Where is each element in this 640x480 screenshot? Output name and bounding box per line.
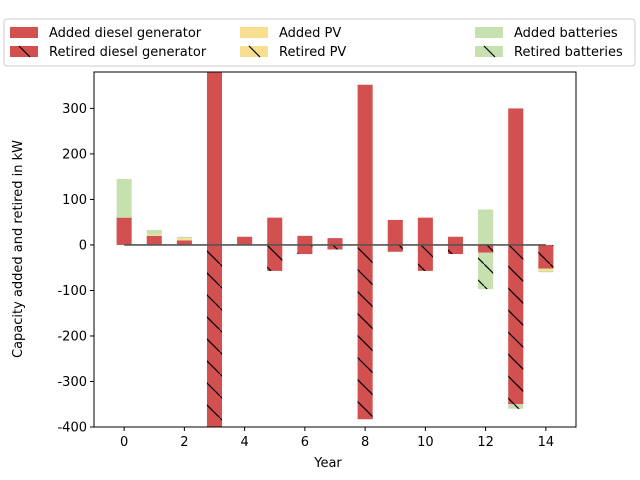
x-tick-label: 10 [417,435,434,450]
y-tick-label: 200 [62,147,87,162]
x-axis: 0 2 4 6 8 10 12 14 [120,427,554,450]
bar-retired-diesel-year-12 [478,244,494,253]
bar-retired-batteries-year-12 [478,252,494,290]
x-tick-label: 12 [477,435,494,450]
bar-added-diesel-year-9 [387,219,403,245]
bar-retired-diesel-year-9 [387,244,403,252]
y-tick-label: 300 [62,102,87,117]
bar-retired-diesel-year-11 [447,244,464,255]
bar-retired-diesel-year-8 [357,244,373,420]
legend-item-retired-pv: Retired PV [240,45,346,60]
bar-added-diesel-year-11 [447,236,464,245]
bar-retired-diesel-year-14 [538,244,554,269]
bar-retired-diesel-year-5 [267,244,283,271]
y-axis-label: Capacity added and retired in kW [11,140,26,358]
legend-item-retired-diesel: Retired diesel generator [10,45,207,60]
bars-layer [116,72,554,427]
bar-added-diesel-year-8 [357,84,373,245]
plot-frame [93,71,577,428]
bar-retired-diesel-year-13 [508,244,524,405]
legend-label: Added PV [279,26,341,41]
bar-added-pv-year-1 [146,234,162,236]
legend-item-added-pv: Added PV [240,26,341,41]
legend-item-added-diesel: Added diesel generator [10,26,202,41]
bar-added-diesel-year-2 [176,240,192,245]
bar-added-diesel-year-6 [297,235,313,245]
x-tick-label: 0 [120,435,128,450]
bar-added-diesel-year-1 [146,235,162,245]
y-tick-label: -200 [57,329,87,344]
bar-retired-diesel-year-3 [206,244,223,427]
x-tick-label: 6 [301,435,309,450]
y-tick-label: 100 [62,193,87,208]
legend-label: Retired batteries [514,45,623,60]
bar-added-batteries-year-2 [176,236,192,239]
x-tick-label: 14 [538,435,555,450]
bar-added-diesel-year-13 [508,108,524,245]
x-tick-label: 4 [240,435,248,450]
legend-label: Added batteries [514,26,618,41]
bar-added-diesel-year-7 [327,238,343,245]
bar-added-batteries-year-1 [146,229,162,235]
bar-added-diesel-year-3 [206,72,223,245]
legend-label: Retired diesel generator [49,45,207,60]
bar-added-batteries-year-12 [478,209,494,245]
bar-added-diesel-year-0 [116,217,132,245]
bar-added-diesel-year-4 [237,236,253,245]
y-axis: -400 -300 -200 -100 0 100 200 300 [57,102,94,436]
bar-retired-diesel-year-10 [417,244,433,271]
legend-item-retired-batteries: Retired batteries [475,45,623,60]
bar-retired-diesel-year-7 [327,244,343,250]
y-tick-label: 0 [79,238,87,253]
legend-label: Added diesel generator [49,26,202,41]
legend-label: Retired PV [279,45,346,60]
x-tick-label: 2 [180,435,188,450]
x-tick-label: 8 [361,435,369,450]
x-axis-label: Year [313,456,342,471]
y-tick-label: -400 [57,421,87,436]
y-tick-label: -100 [57,284,87,299]
bar-retired-batteries-year-13 [508,404,524,409]
bar-added-diesel-year-10 [417,217,433,245]
bar-added-diesel-year-5 [267,217,283,245]
bar-retired-pv-year-14 [538,268,554,271]
bar-retired-batteries-year-14 [538,270,554,273]
legend-item-added-batteries: Added batteries [475,26,618,41]
y-tick-label: -300 [57,375,87,390]
bar-added-batteries-year-0 [116,178,132,218]
bar-retired-diesel-year-6 [297,244,313,255]
legend: Added diesel generator Added PV Added batt… [3,18,636,67]
bar-added-pv-year-2 [176,238,192,241]
